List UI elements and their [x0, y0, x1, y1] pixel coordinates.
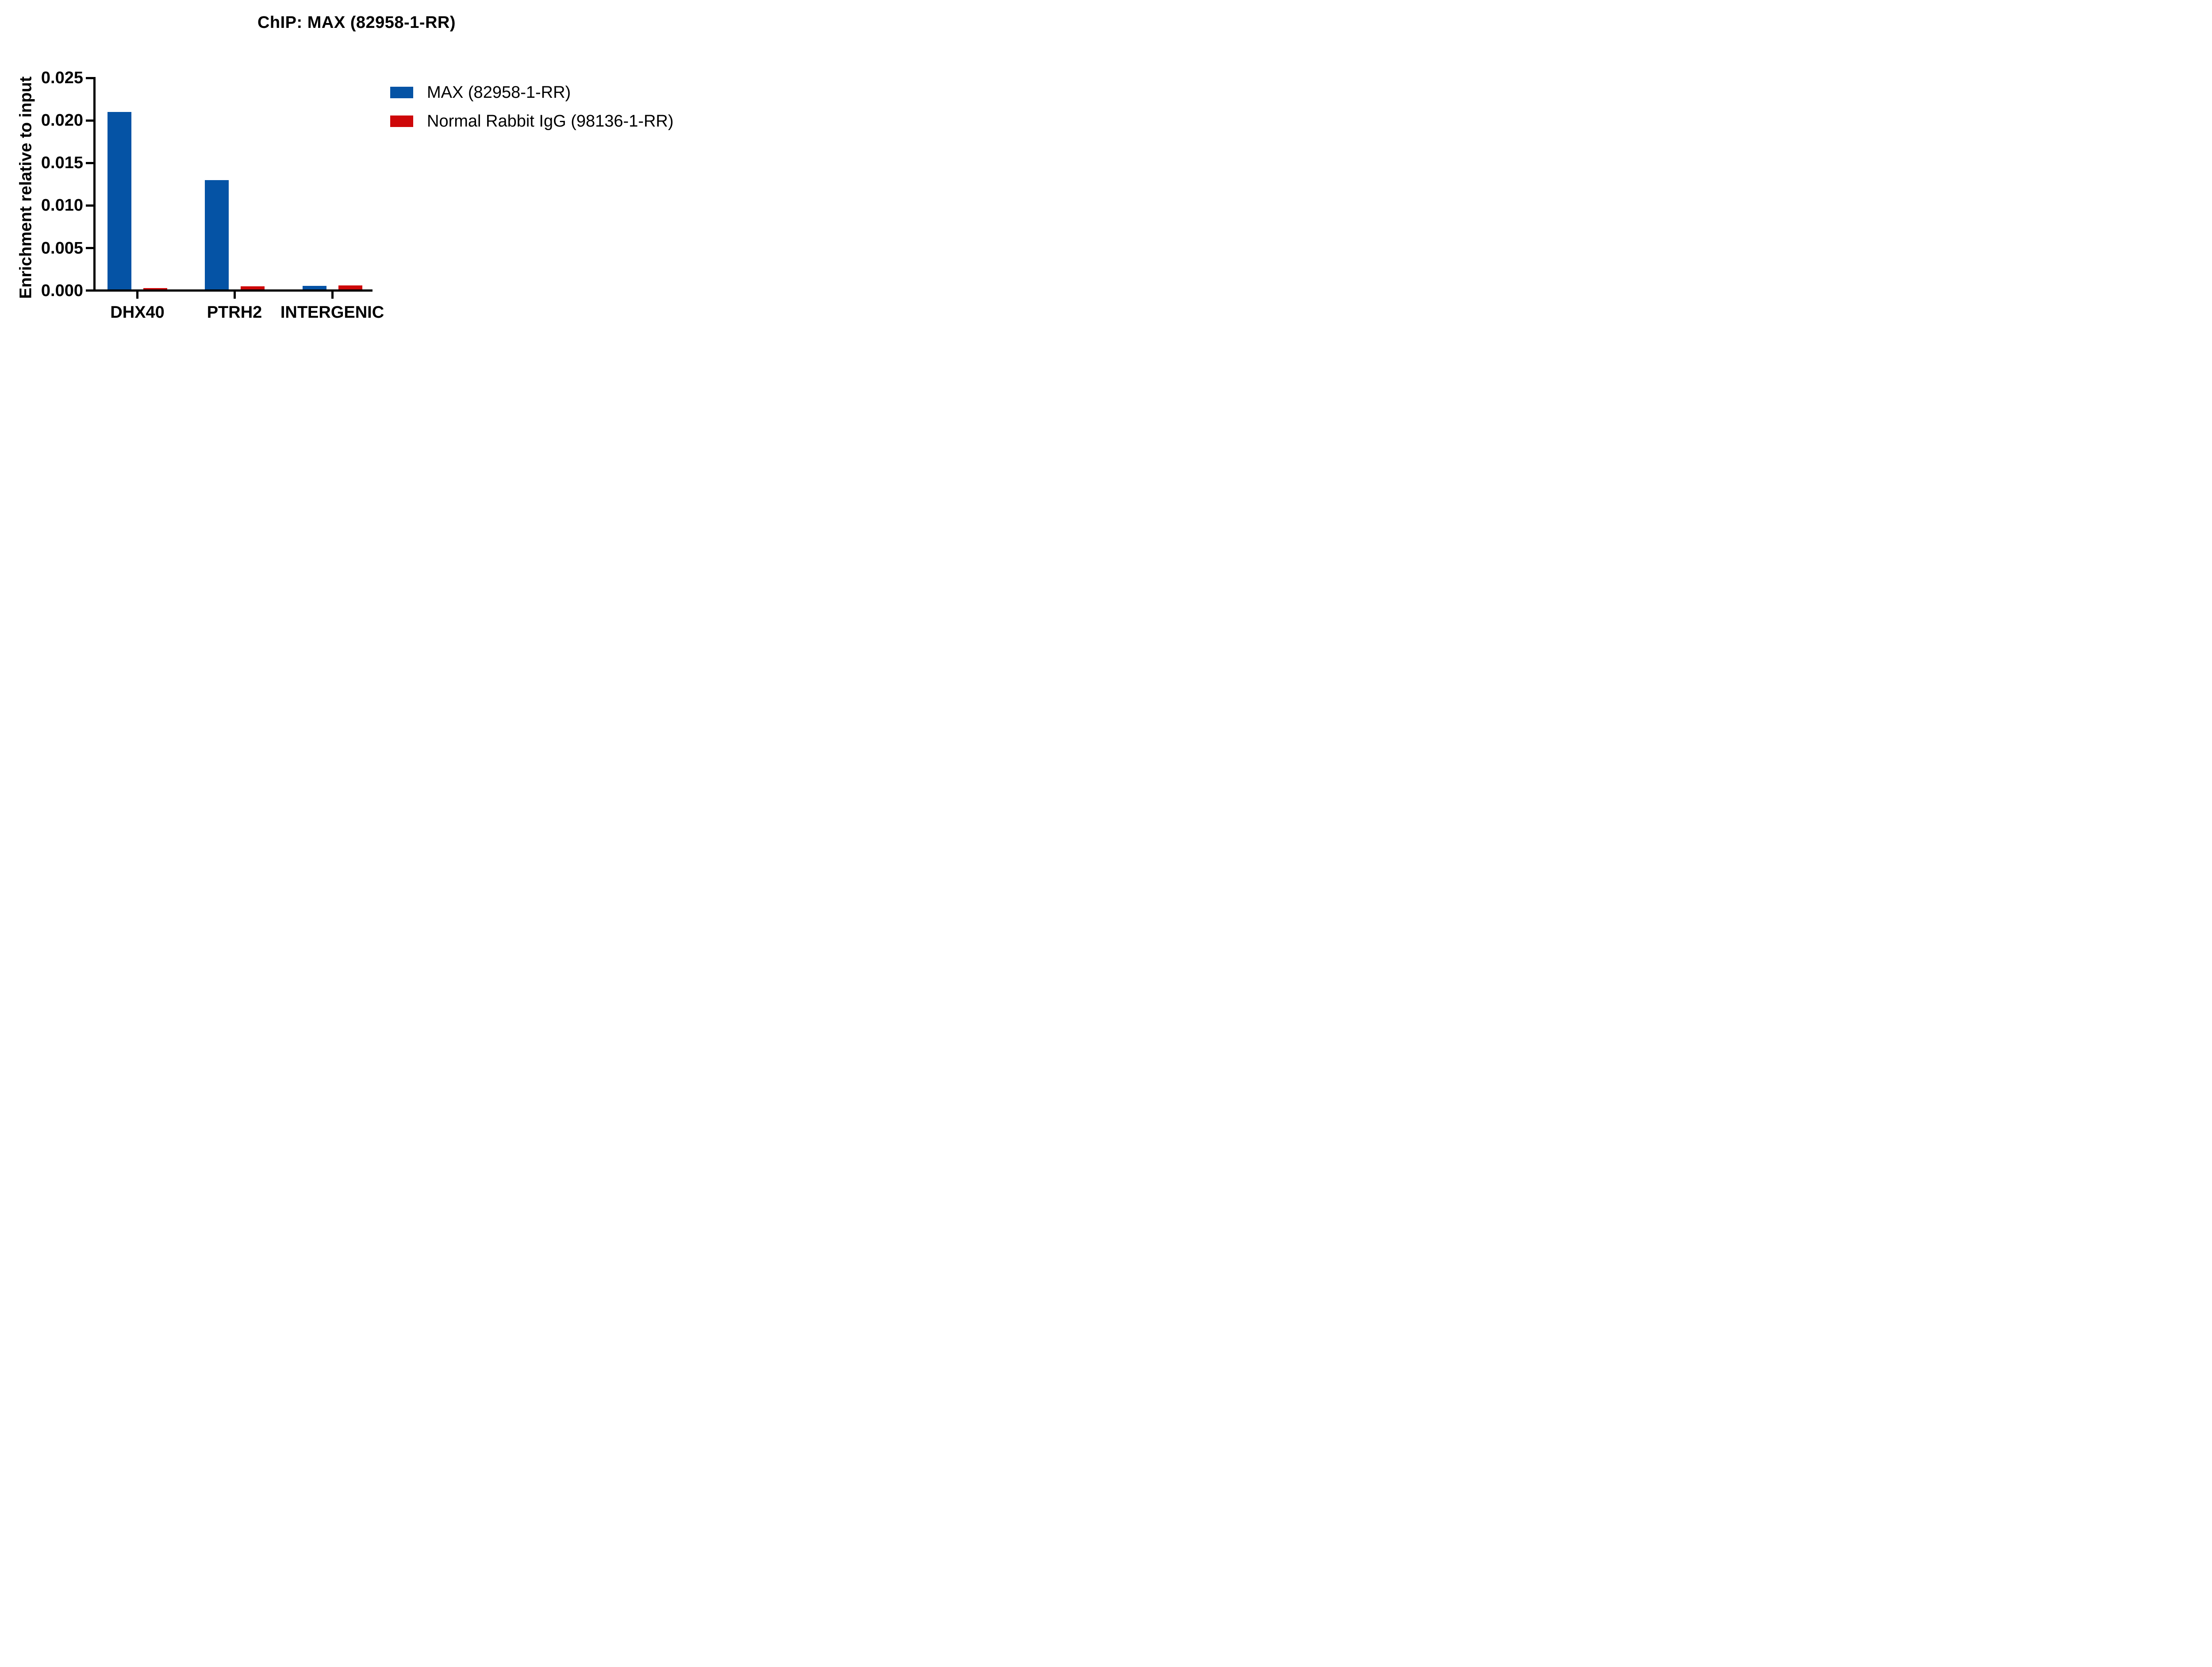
y-axis-line: [93, 77, 96, 292]
y-tick-mark: [86, 204, 93, 207]
bar-max-intergenic: [302, 286, 326, 291]
x-axis-line: [93, 289, 373, 292]
chart-title: ChIP: MAX (82958-1-RR): [257, 13, 456, 32]
y-tick-label: 0.025: [41, 69, 83, 88]
y-tick-mark: [86, 77, 93, 79]
x-tick-mark: [136, 292, 138, 299]
y-tick-label: 0.005: [41, 239, 83, 258]
legend-item-igg: Normal Rabbit IgG (98136-1-RR): [390, 113, 674, 130]
bar-max-dhx40: [108, 112, 131, 291]
x-category-label: PTRH2: [207, 303, 262, 322]
bar-max-ptrh2: [204, 180, 229, 291]
x-tick-mark: [233, 292, 236, 299]
legend-swatch-igg: [390, 115, 413, 127]
x-tick-mark: [331, 292, 334, 299]
figure: ChIP: MAX (82958-1-RR) Enrichment relati…: [0, 0, 701, 333]
x-category-label: DHX40: [110, 303, 165, 322]
legend: MAX (82958-1-RR) Normal Rabbit IgG (9813…: [0, 0, 701, 333]
y-tick-mark: [86, 119, 93, 122]
legend-item-max: MAX (82958-1-RR): [390, 84, 571, 101]
y-tick-mark: [86, 162, 93, 164]
legend-label-igg: Normal Rabbit IgG (98136-1-RR): [427, 112, 674, 131]
bar-normal-intergenic: [338, 285, 362, 291]
bar-normal-ptrh2: [240, 286, 265, 291]
y-tick-mark: [86, 289, 93, 292]
x-category-label: INTERGENIC: [280, 303, 384, 322]
y-tick-label: 0.000: [41, 281, 83, 300]
legend-swatch-max: [390, 87, 413, 98]
y-tick-label: 0.015: [41, 154, 83, 173]
legend-label-max: MAX (82958-1-RR): [427, 83, 571, 102]
bar-normal-dhx40: [143, 288, 167, 291]
y-tick-label: 0.010: [41, 196, 83, 215]
y-tick-label: 0.020: [41, 111, 83, 130]
y-tick-mark: [86, 247, 93, 250]
